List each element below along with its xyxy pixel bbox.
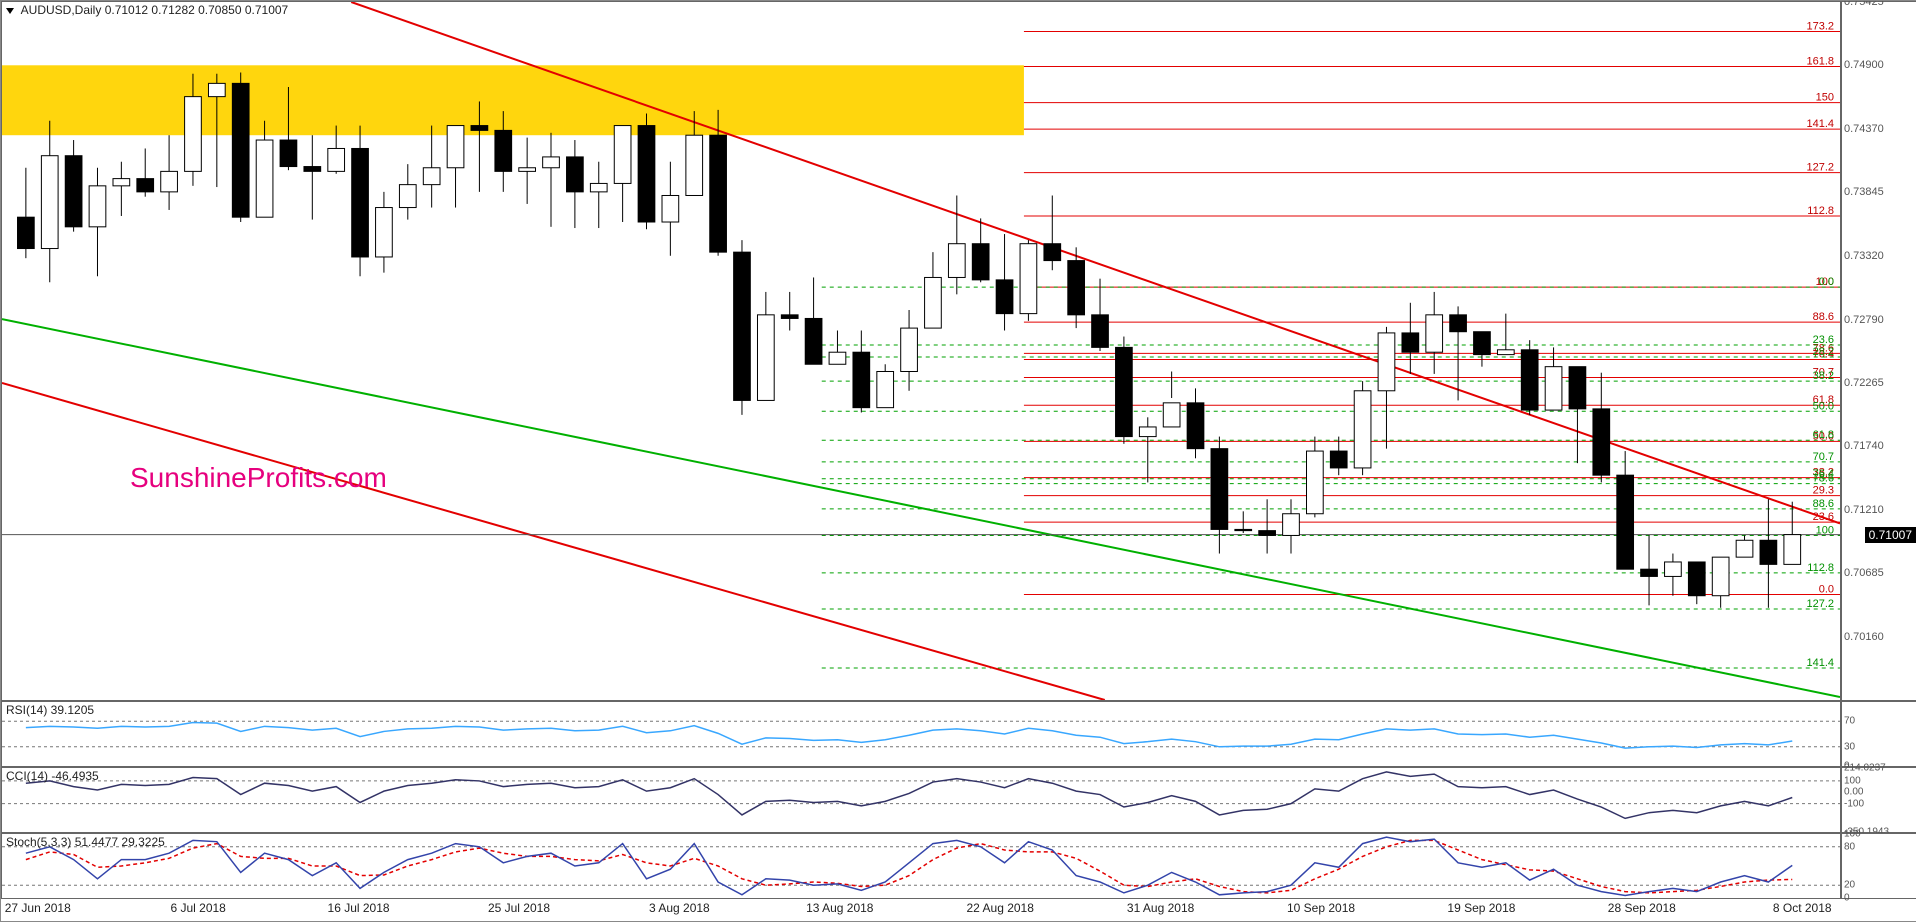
- svg-text:88.6: 88.6: [1813, 498, 1834, 510]
- trading-chart: AUDUSD,Daily 0.71012 0.71282 0.70850 0.7…: [0, 0, 1916, 922]
- svg-text:127.2: 127.2: [1806, 162, 1834, 174]
- svg-text:173.2: 173.2: [1806, 21, 1834, 33]
- last-price-box: 0.71007: [1865, 527, 1916, 543]
- ohlc-text: 0.71012 0.71282 0.70850 0.71007: [105, 3, 289, 17]
- stoch-axis: 10080200: [1841, 833, 1916, 899]
- symbol-label: AUDUSD,Daily 0.71012 0.71282 0.70850 0.7…: [6, 3, 288, 17]
- svg-text:88.6: 88.6: [1813, 311, 1834, 323]
- watermark-text: SunshineProfits.com: [130, 462, 387, 494]
- rsi-label: RSI(14) 39.1205: [6, 703, 94, 717]
- svg-text:38.2: 38.2: [1813, 370, 1834, 382]
- rsi-panel: RSI(14) 39.1205: [1, 701, 1841, 767]
- main-svg: 173.2161.8150141.4127.2112.810088.678.67…: [2, 2, 1840, 700]
- svg-text:61.8: 61.8: [1813, 429, 1834, 441]
- symbol-text: AUDUSD,Daily: [21, 3, 102, 17]
- cci-panel: CCI(14) -46.4935: [1, 767, 1841, 833]
- svg-text:150: 150: [1816, 92, 1834, 104]
- svg-text:141.4: 141.4: [1806, 118, 1834, 130]
- stoch-svg: [2, 834, 1840, 898]
- main-price-panel: AUDUSD,Daily 0.71012 0.71282 0.70850 0.7…: [1, 1, 1841, 701]
- svg-text:23.6: 23.6: [1813, 334, 1834, 346]
- svg-text:70.7: 70.7: [1813, 451, 1834, 463]
- svg-text:78.6: 78.6: [1813, 473, 1834, 485]
- svg-text:29.3: 29.3: [1813, 485, 1834, 497]
- rsi-axis: 70300: [1841, 701, 1916, 767]
- cci-label: CCI(14) -46.4935: [6, 769, 99, 783]
- svg-text:28.2: 28.2: [1813, 346, 1834, 358]
- svg-text:161.8: 161.8: [1806, 55, 1834, 67]
- price-axis: 0.71007 0.754250.749000.743700.738450.73…: [1841, 1, 1916, 701]
- dropdown-icon: [6, 8, 14, 14]
- stoch-label: Stoch(5,3,3) 51.4477 29.3225: [6, 835, 165, 849]
- svg-text:50.0: 50.0: [1813, 400, 1834, 412]
- svg-text:112.8: 112.8: [1807, 562, 1834, 574]
- svg-text:112.8: 112.8: [1807, 205, 1834, 217]
- date-axis: 27 Jun 20186 Jul 201816 Jul 201825 Jul 2…: [1, 899, 1841, 921]
- svg-text:127.2: 127.2: [1806, 598, 1834, 610]
- svg-text:0.0: 0.0: [1819, 584, 1834, 596]
- rsi-svg: [2, 702, 1840, 766]
- svg-text:141.4: 141.4: [1806, 657, 1834, 669]
- cci-svg: [2, 768, 1840, 832]
- svg-text:0.0: 0.0: [1819, 276, 1834, 288]
- stoch-panel: Stoch(5,3,3) 51.4477 29.3225: [1, 833, 1841, 899]
- cci-axis: 214.02371000.00-100-350.1943: [1841, 767, 1916, 833]
